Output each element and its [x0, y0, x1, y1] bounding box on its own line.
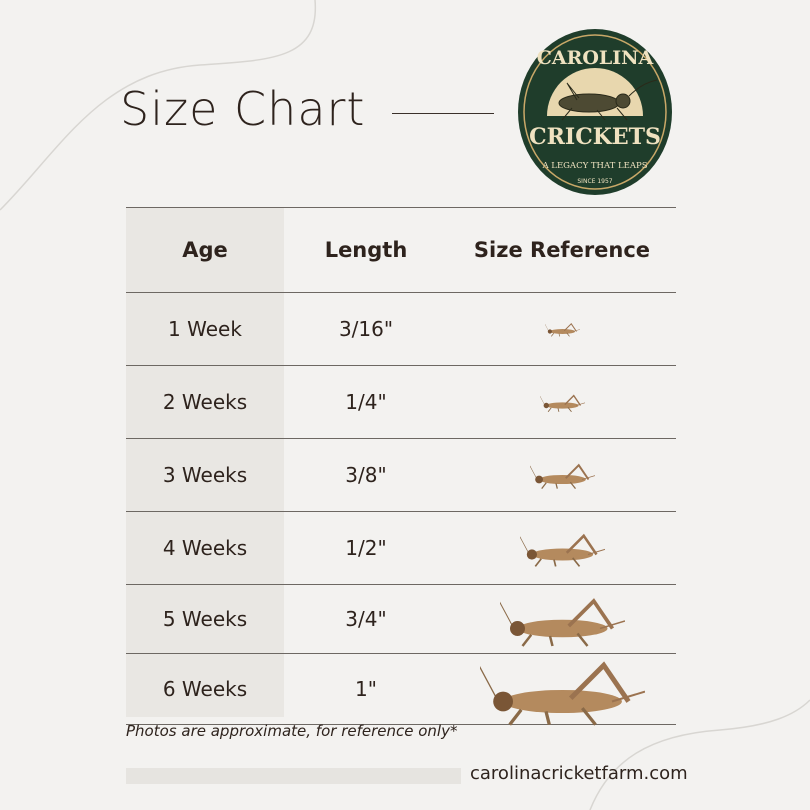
header-size-reference: Size Reference: [473, 238, 651, 262]
length-cell: 3/16": [338, 317, 394, 341]
table-row: 3 Weeks 3/8": [126, 438, 676, 511]
cricket-icon: [529, 464, 595, 490]
svg-text:A LEGACY THAT LEAPS: A LEGACY THAT LEAPS: [541, 161, 647, 171]
disclaimer-note: Photos are approximate, for reference on…: [126, 722, 458, 740]
size-chart-table: Age Length Size Reference 1 Week 3/16" 2…: [126, 207, 676, 726]
cricket-icon: [499, 597, 625, 647]
size-reference-cell: [448, 439, 676, 511]
table-header-row: Age Length Size Reference: [126, 207, 676, 292]
footer-bar: [126, 768, 461, 784]
age-cell: 5 Weeks: [162, 607, 248, 631]
size-reference-cell: [448, 366, 676, 438]
size-reference-cell: [448, 654, 676, 726]
table-row: 4 Weeks 1/2": [126, 511, 676, 584]
age-cell: 1 Week: [168, 317, 242, 341]
age-cell: 3 Weeks: [162, 463, 248, 487]
website-link[interactable]: carolinacricketfarm.com: [470, 763, 688, 784]
cricket-icon: [479, 661, 645, 726]
header-age: Age: [182, 238, 228, 262]
age-cell: 6 Weeks: [162, 677, 248, 701]
header-length: Length: [324, 238, 408, 262]
cricket-icon: [544, 323, 580, 337]
length-cell: 3/8": [345, 463, 387, 487]
age-cell: 2 Weeks: [162, 390, 248, 414]
age-cell: 4 Weeks: [162, 536, 248, 560]
carolina-crickets-logo: CAROLINA CRICKETS A LEGACY THAT LEAPS SI…: [518, 29, 672, 195]
table-row: 6 Weeks 1": [126, 653, 676, 726]
length-cell: 3/4": [345, 607, 387, 631]
svg-text:CRICKETS: CRICKETS: [529, 124, 661, 150]
cricket-icon: [519, 533, 605, 567]
title-divider: [392, 113, 494, 114]
table-row: 5 Weeks 3/4": [126, 584, 676, 653]
length-cell: 1/4": [345, 390, 387, 414]
svg-text:SINCE 1957: SINCE 1957: [577, 178, 612, 185]
length-cell: 1": [355, 677, 377, 701]
svg-text:CAROLINA: CAROLINA: [537, 47, 654, 69]
size-reference-cell: [448, 585, 676, 653]
table-row: 1 Week 3/16": [126, 292, 676, 365]
table-row: 2 Weeks 1/4": [126, 365, 676, 438]
length-cell: 1/2": [345, 536, 387, 560]
size-reference-cell: [448, 293, 676, 365]
cricket-icon: [539, 394, 585, 412]
page-title: Size Chart: [120, 82, 366, 136]
size-reference-cell: [448, 512, 676, 584]
